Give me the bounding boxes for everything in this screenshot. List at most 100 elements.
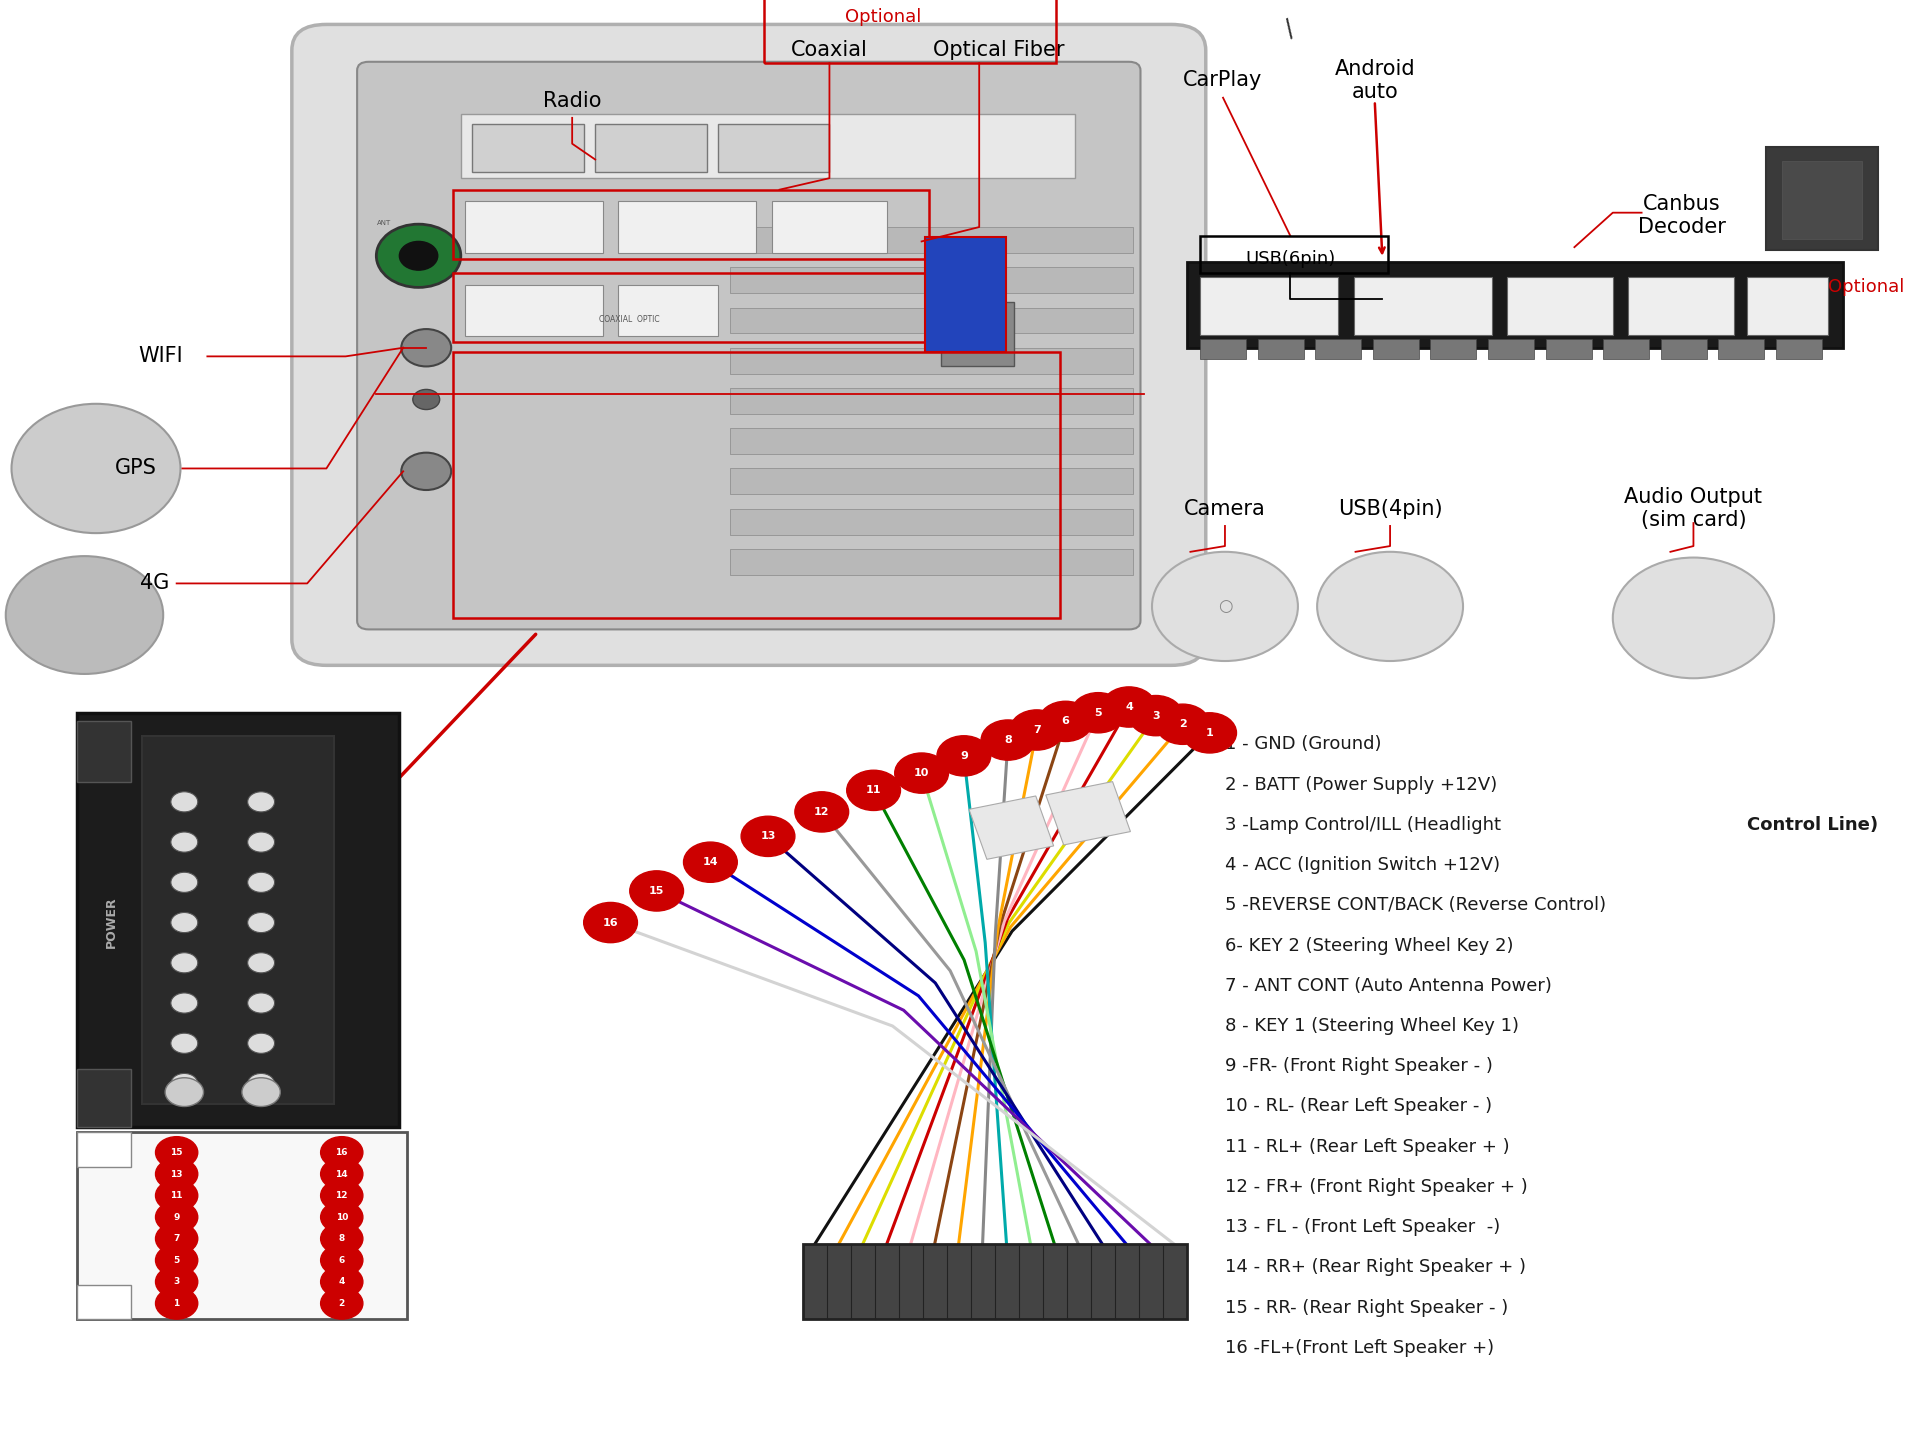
- Circle shape: [248, 1073, 275, 1094]
- Bar: [730, 308, 1133, 333]
- Bar: [730, 428, 1133, 454]
- Text: WIFI: WIFI: [138, 346, 182, 366]
- Bar: [803, 1244, 1187, 1319]
- Bar: [730, 348, 1133, 374]
- Bar: [142, 736, 334, 1104]
- Bar: [1628, 277, 1734, 335]
- Bar: [730, 267, 1133, 293]
- Circle shape: [630, 871, 684, 911]
- Text: 5: 5: [1094, 708, 1102, 717]
- Bar: [730, 468, 1133, 494]
- Text: 6- KEY 2 (Steering Wheel Key 2): 6- KEY 2 (Steering Wheel Key 2): [1225, 937, 1513, 954]
- Bar: [1258, 339, 1304, 359]
- Bar: [730, 549, 1133, 575]
- Bar: [465, 201, 603, 253]
- Bar: [461, 114, 1075, 178]
- Text: 15: 15: [171, 1148, 182, 1157]
- Text: 7 - ANT CONT (Auto Antenna Power): 7 - ANT CONT (Auto Antenna Power): [1225, 977, 1551, 994]
- Text: 8: 8: [338, 1234, 346, 1243]
- Text: 10: 10: [336, 1213, 348, 1221]
- Bar: [1603, 339, 1649, 359]
- Text: 14: 14: [703, 858, 718, 867]
- Circle shape: [321, 1158, 363, 1190]
- Text: 12: 12: [336, 1191, 348, 1200]
- Text: 2: 2: [338, 1299, 346, 1308]
- Text: Coaxial: Coaxial: [791, 40, 868, 60]
- Circle shape: [1317, 552, 1463, 661]
- Bar: [1507, 277, 1613, 335]
- Text: 3 -Lamp Control/ILL (Headlight: 3 -Lamp Control/ILL (Headlight: [1225, 816, 1507, 833]
- Bar: [1747, 277, 1828, 335]
- Text: 2 - BATT (Power Supply +12V): 2 - BATT (Power Supply +12V): [1225, 776, 1498, 793]
- Bar: [77, 721, 131, 782]
- Circle shape: [171, 1073, 198, 1094]
- Text: COAXIAL  OPTIC: COAXIAL OPTIC: [599, 315, 660, 323]
- Circle shape: [171, 872, 198, 892]
- Text: ○: ○: [1217, 598, 1233, 615]
- Bar: [1488, 339, 1534, 359]
- Circle shape: [171, 1033, 198, 1053]
- Bar: [465, 285, 603, 336]
- Text: 6: 6: [1062, 717, 1069, 726]
- Text: /: /: [1281, 16, 1300, 42]
- Text: Optional: Optional: [845, 9, 922, 26]
- Bar: [1782, 161, 1862, 239]
- Text: 7: 7: [1033, 726, 1041, 734]
- Text: Control Line): Control Line): [1747, 816, 1878, 833]
- Circle shape: [1010, 710, 1064, 750]
- Circle shape: [1071, 693, 1125, 733]
- Circle shape: [895, 753, 948, 793]
- Bar: [1046, 782, 1131, 845]
- Text: 10: 10: [914, 769, 929, 777]
- Circle shape: [171, 792, 198, 812]
- Text: USB(6pin): USB(6pin): [1244, 250, 1336, 267]
- Circle shape: [1102, 687, 1156, 727]
- Text: 16 -FL+(Front Left Speaker +): 16 -FL+(Front Left Speaker +): [1225, 1339, 1494, 1357]
- Text: Audio Output
(sim card): Audio Output (sim card): [1624, 487, 1763, 530]
- Bar: [595, 124, 707, 172]
- Text: POWER: POWER: [106, 897, 117, 948]
- Text: Canbus
Decoder: Canbus Decoder: [1638, 194, 1726, 237]
- Bar: [1200, 236, 1388, 273]
- Bar: [1718, 339, 1764, 359]
- Bar: [1200, 277, 1338, 335]
- Circle shape: [156, 1158, 198, 1190]
- Circle shape: [321, 1223, 363, 1255]
- Circle shape: [1183, 713, 1236, 753]
- Bar: [453, 352, 1060, 618]
- Text: 12: 12: [814, 808, 829, 816]
- Bar: [1766, 147, 1878, 250]
- Circle shape: [242, 1078, 280, 1106]
- Circle shape: [684, 842, 737, 882]
- Circle shape: [156, 1201, 198, 1233]
- Bar: [77, 1132, 131, 1167]
- Text: 16: 16: [336, 1148, 348, 1157]
- Bar: [1776, 339, 1822, 359]
- Circle shape: [1039, 701, 1092, 741]
- Text: Radio: Radio: [543, 91, 601, 111]
- Bar: [453, 190, 929, 259]
- Bar: [730, 509, 1133, 535]
- Bar: [1373, 339, 1419, 359]
- Circle shape: [847, 770, 900, 810]
- Text: 4: 4: [1125, 703, 1133, 711]
- Bar: [77, 713, 399, 1127]
- Text: Optical Fiber: Optical Fiber: [933, 40, 1064, 60]
- Text: 8: 8: [1004, 736, 1012, 744]
- Text: ANT: ANT: [376, 220, 392, 226]
- Text: 13 - FL - (Front Left Speaker  -): 13 - FL - (Front Left Speaker -): [1225, 1219, 1500, 1236]
- Bar: [730, 227, 1133, 253]
- Circle shape: [156, 1244, 198, 1276]
- Text: 3: 3: [1152, 711, 1160, 720]
- Bar: [618, 201, 756, 253]
- Text: 16: 16: [603, 918, 618, 927]
- Circle shape: [1156, 704, 1210, 744]
- Bar: [1354, 277, 1492, 335]
- Circle shape: [584, 902, 637, 943]
- Bar: [453, 273, 929, 342]
- Text: 13: 13: [171, 1170, 182, 1178]
- Circle shape: [171, 832, 198, 852]
- Circle shape: [741, 816, 795, 856]
- Circle shape: [165, 1078, 204, 1106]
- Text: 9: 9: [173, 1213, 180, 1221]
